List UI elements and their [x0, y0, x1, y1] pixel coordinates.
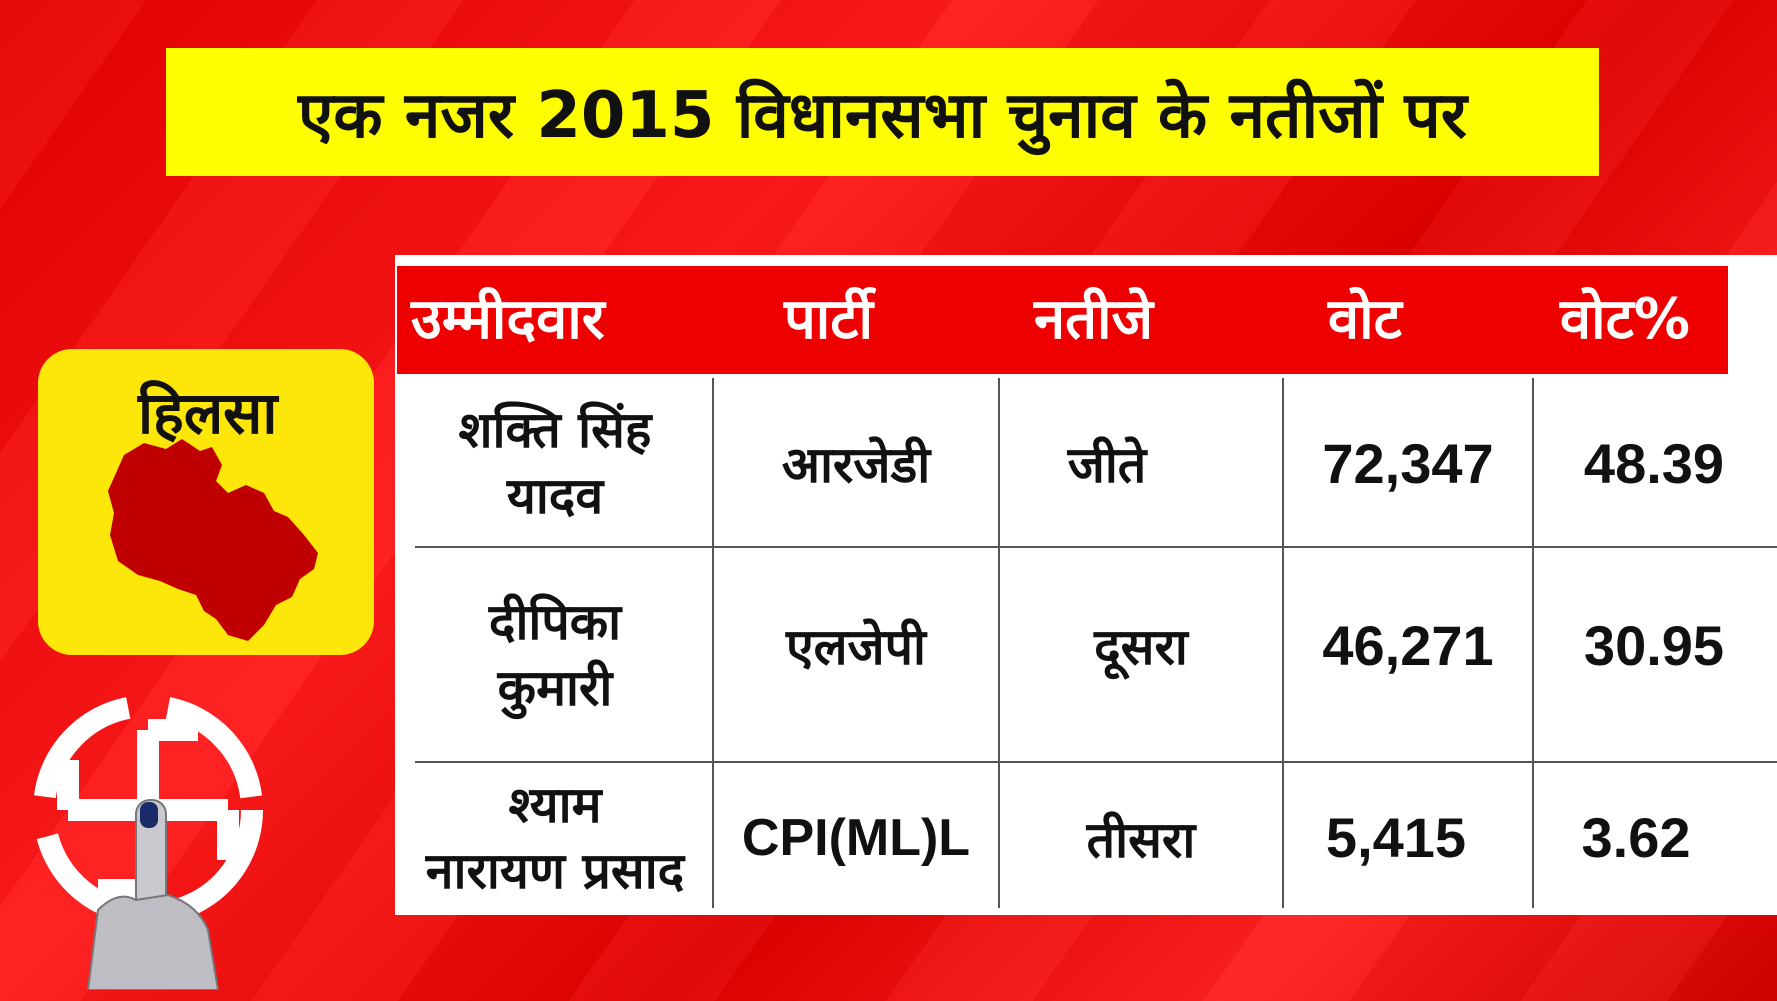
- table-row-1-party: आरजेडी: [781, 436, 931, 494]
- row-divider: [415, 761, 1777, 763]
- header-candidate: उम्मीदवार: [411, 287, 605, 352]
- table-row-3-party: CPI(ML)L: [741, 808, 971, 867]
- table-row-3-candidate: श्याम नारायण प्रसाद: [400, 770, 710, 905]
- inked-finger-icon: [86, 799, 220, 990]
- table-row-2-vote-pct: 30.95: [1583, 613, 1725, 677]
- candidate-name-line2: नारायण प्रसाद: [425, 841, 685, 900]
- table-row-2-votes: 46,271: [1322, 613, 1494, 677]
- constituency-map-icon: [108, 439, 318, 641]
- candidate-name-line1: श्याम: [508, 775, 602, 834]
- header-votes: वोट: [1328, 287, 1402, 352]
- table-row-1-result: जीते: [1067, 436, 1147, 494]
- election-commission-symbol-icon: [33, 695, 263, 990]
- row-divider: [415, 546, 1777, 548]
- candidate-name-line1: दीपिका: [488, 593, 622, 651]
- column-divider: [712, 378, 714, 908]
- constituency-badge: हिलसा: [38, 349, 374, 655]
- table-row-3-result: तीसरा: [1086, 810, 1196, 869]
- candidate-name-line1: शक्ति सिंह: [458, 401, 652, 459]
- title-banner: एक नजर 2015 विधानसभा चुनाव के नतीजों पर: [166, 48, 1599, 176]
- table-row-3-vote-pct: 3.62: [1581, 806, 1691, 869]
- constituency-name: हिलसा: [138, 379, 278, 447]
- table-row-2-result: दूसरा: [1094, 618, 1188, 676]
- column-divider: [1282, 378, 1284, 908]
- candidate-name-line2: कुमारी: [497, 659, 613, 717]
- candidate-name-line2: यादव: [506, 467, 604, 525]
- header-party: पार्टी: [784, 287, 874, 352]
- table-header: उम्मीदवार पार्टी नतीजे वोट वोट%: [397, 266, 1728, 374]
- column-divider: [1532, 378, 1534, 908]
- column-divider: [998, 378, 1000, 908]
- header-vote-pct: वोट%: [1560, 287, 1690, 352]
- table-row-1-vote-pct: 48.39: [1583, 431, 1725, 495]
- table-row-1-votes: 72,347: [1322, 431, 1494, 495]
- page-title: एक नजर 2015 विधानसभा चुनाव के नतीजों पर: [298, 78, 1467, 153]
- table-row-2-party: एलजेपी: [786, 618, 926, 676]
- table-row-2-candidate: दीपिका कुमारी: [400, 555, 710, 755]
- table-row-3-votes: 5,415: [1325, 806, 1467, 869]
- header-result: नतीजे: [1034, 287, 1154, 352]
- table-row-1-candidate: शक्ति सिंह यादव: [400, 388, 710, 538]
